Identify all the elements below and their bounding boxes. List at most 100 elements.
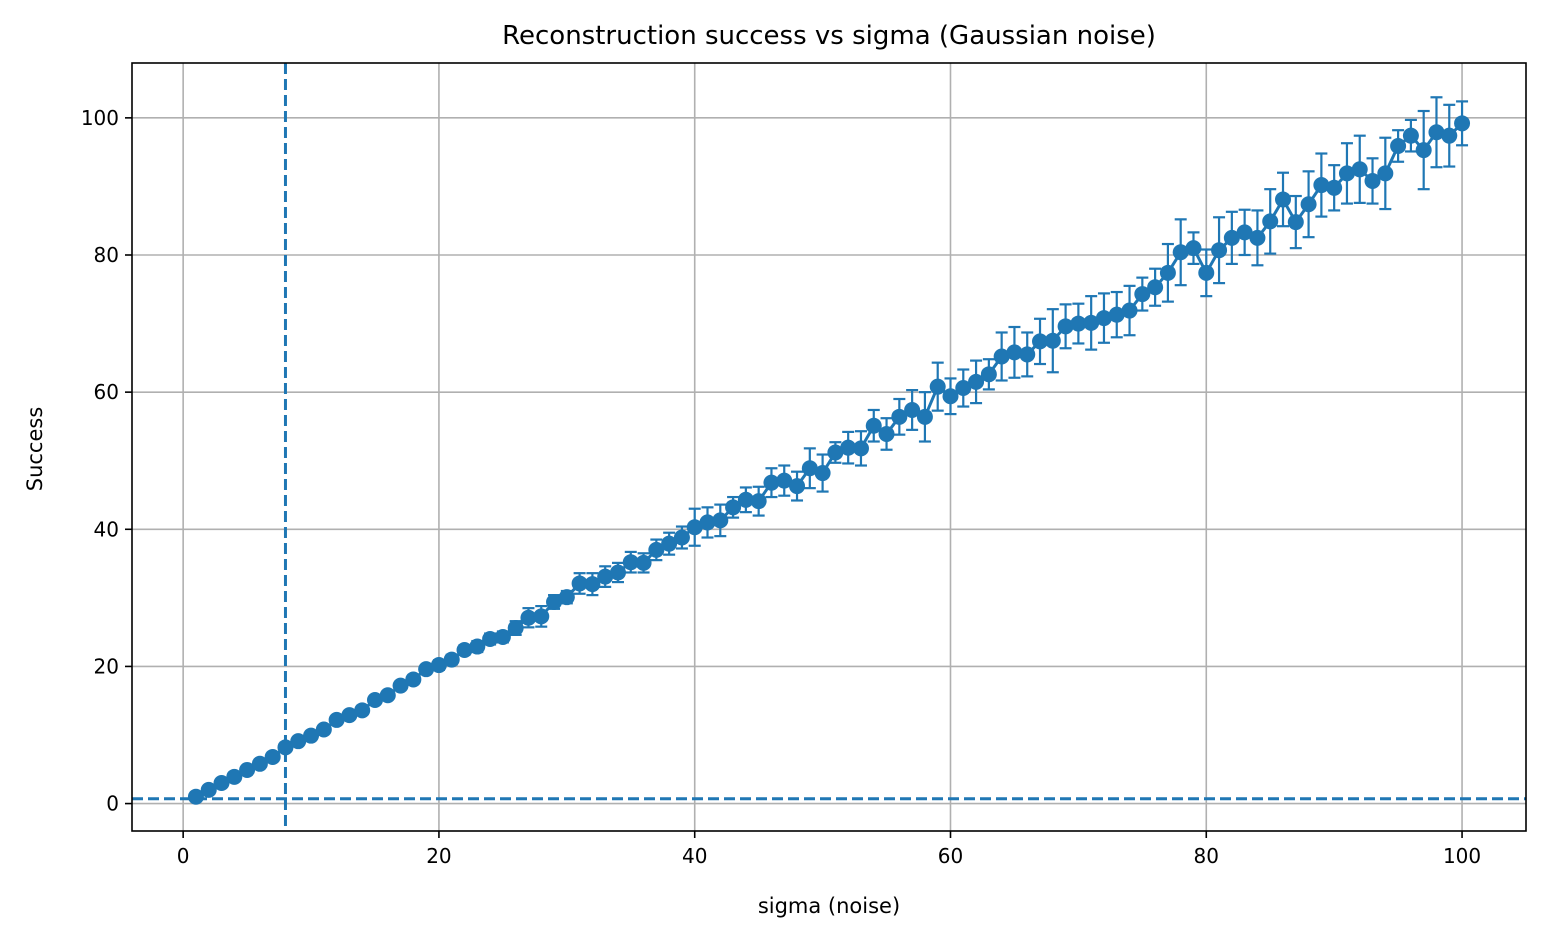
data-point: [443, 651, 460, 668]
axes: 0 20 40 60 80 100 0 20 40 60 80 100: [81, 62, 1527, 868]
data-point: [635, 554, 652, 571]
data-point: [942, 388, 959, 405]
data-point: [533, 608, 550, 625]
x-tick-label: 100: [1443, 844, 1481, 868]
data-point: [1287, 214, 1304, 231]
y-axis-label: Success: [23, 407, 47, 492]
data-point: [1057, 318, 1074, 335]
y-tick-label: 20: [94, 654, 119, 678]
data-point: [187, 788, 204, 805]
data-point: [571, 575, 588, 592]
data-point: [955, 380, 972, 397]
data-point: [597, 568, 614, 585]
data-point: [379, 687, 396, 704]
plot-frame: [131, 62, 1527, 832]
x-tick-label: 60: [938, 844, 963, 868]
data-point: [239, 761, 256, 778]
data-point: [290, 733, 307, 750]
data-point: [430, 657, 447, 674]
y-tick-label: 0: [106, 792, 119, 816]
plot-area: [132, 63, 1526, 831]
data-point: [750, 493, 767, 510]
data-point: [226, 768, 243, 785]
chart-title: Reconstruction success vs sigma (Gaussia…: [502, 21, 1156, 51]
data-point: [328, 711, 345, 728]
y-tick-label: 60: [94, 380, 119, 404]
data-point: [1006, 344, 1023, 361]
data-point: [1338, 165, 1355, 182]
data-point: [341, 707, 358, 724]
data-point: [993, 348, 1010, 365]
data-point: [737, 491, 754, 508]
data-point: [852, 440, 869, 457]
x-tick-label: 40: [682, 844, 707, 868]
data-point: [1083, 314, 1100, 331]
data-point: [1070, 315, 1087, 332]
data-point: [801, 460, 818, 477]
data-point: [622, 554, 639, 571]
data-point: [1428, 124, 1445, 141]
data-point: [418, 661, 435, 678]
data-point: [392, 677, 409, 694]
data-point: [1172, 244, 1189, 261]
data-point: [661, 535, 678, 552]
data-point: [789, 478, 806, 495]
data-point: [1147, 279, 1164, 296]
data-point: [878, 425, 895, 442]
data-point: [213, 775, 230, 791]
data-point: [1249, 229, 1266, 246]
data-point: [1454, 115, 1471, 132]
y-tick-label: 80: [94, 243, 119, 267]
data-point: [584, 576, 601, 593]
data-point: [699, 514, 716, 531]
data-point: [1044, 332, 1061, 349]
data-point: [1262, 213, 1279, 230]
grid: [132, 63, 1526, 831]
data-point: [891, 408, 908, 425]
data-point: [482, 631, 499, 647]
data-point: [405, 671, 422, 688]
data-point: [648, 541, 665, 558]
data-point: [686, 519, 703, 536]
data-point: [200, 781, 217, 798]
data-point: [1326, 179, 1343, 196]
data-point: [1300, 196, 1317, 213]
data-point: [507, 620, 524, 637]
data-point: [673, 529, 690, 546]
data-point: [264, 748, 281, 765]
data-point: [1019, 346, 1036, 363]
data-point: [1236, 224, 1253, 241]
data-point: [1121, 302, 1138, 319]
data-point: [1351, 161, 1368, 178]
data-point: [546, 593, 563, 610]
data-point: [725, 499, 742, 516]
data-point: [929, 378, 946, 395]
data-point: [456, 641, 473, 658]
data-point: [916, 408, 933, 425]
y-tick-label: 100: [81, 106, 119, 130]
x-tick-label: 80: [1194, 844, 1219, 868]
data-point: [712, 512, 729, 529]
data-point: [904, 401, 921, 418]
data-point: [840, 439, 857, 456]
data-point: [609, 564, 626, 581]
data-point: [251, 755, 268, 772]
data-point: [1134, 286, 1151, 303]
data-point: [520, 609, 537, 626]
data-point: [968, 373, 985, 390]
data-point: [558, 589, 575, 606]
data-point: [814, 465, 831, 482]
data-point: [1402, 127, 1419, 144]
data-point: [1313, 177, 1330, 194]
data-point: [1441, 127, 1458, 144]
data-point: [1185, 240, 1202, 257]
data-point: [1159, 264, 1176, 281]
data-point: [1211, 242, 1228, 259]
data-point: [1108, 306, 1125, 323]
data-point: [1095, 310, 1112, 327]
data-point: [469, 638, 486, 655]
data-point: [366, 692, 383, 709]
data-point: [827, 444, 844, 461]
